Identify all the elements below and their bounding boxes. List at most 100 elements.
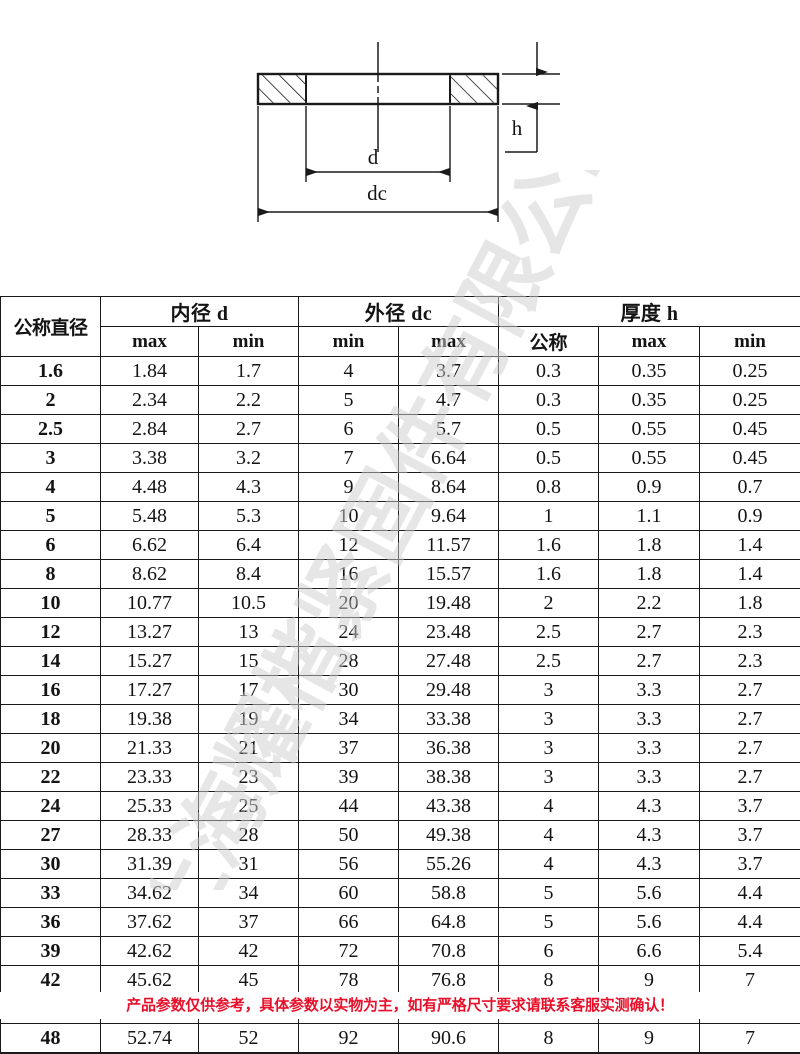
- cell-thickness-nominal: 0.8: [499, 473, 599, 502]
- cell-thickness-max: 0.35: [599, 386, 700, 415]
- cell-outer-min: 78: [299, 966, 399, 995]
- cell-nominal-diameter: 18: [1, 705, 101, 734]
- cell-thickness-min: 2.3: [700, 618, 800, 647]
- cell-outer-min: 20: [299, 589, 399, 618]
- cell-inner-min: 23: [199, 763, 299, 792]
- cell-thickness-nominal: 2.5: [499, 647, 599, 676]
- cell-outer-max: 43.38: [399, 792, 499, 821]
- cell-outer-min: 44: [299, 792, 399, 821]
- cell-nominal-diameter: 6: [1, 531, 101, 560]
- cell-outer-max: 9.64: [399, 502, 499, 531]
- cell-thickness-nominal: 4: [499, 850, 599, 879]
- cell-thickness-max: 3.3: [599, 676, 700, 705]
- cell-thickness-min: 0.45: [700, 415, 800, 444]
- cell-outer-max: 38.38: [399, 763, 499, 792]
- cell-inner-max: 19.38: [101, 705, 199, 734]
- cell-outer-max: 19.48: [399, 589, 499, 618]
- cell-nominal-diameter: 36: [1, 908, 101, 937]
- header-outer-max: max: [399, 327, 499, 357]
- cell-inner-max: 37.62: [101, 908, 199, 937]
- cell-inner-max: 17.27: [101, 676, 199, 705]
- cell-inner-max: 10.77: [101, 589, 199, 618]
- cell-outer-max: 76.8: [399, 966, 499, 995]
- cell-inner-max: 23.33: [101, 763, 199, 792]
- cell-thickness-min: 4.4: [700, 879, 800, 908]
- header-thickness-nominal: 公称: [499, 327, 599, 357]
- cell-outer-max: 3.7: [399, 357, 499, 386]
- cell-outer-min: 5: [299, 386, 399, 415]
- cell-outer-min: 34: [299, 705, 399, 734]
- cell-thickness-min: 2.7: [700, 734, 800, 763]
- header-thickness-max: max: [599, 327, 700, 357]
- cell-inner-max: 25.33: [101, 792, 199, 821]
- cell-inner-min: 28: [199, 821, 299, 850]
- cell-thickness-nominal: 3: [499, 734, 599, 763]
- cell-inner-min: 37: [199, 908, 299, 937]
- cell-nominal-diameter: 16: [1, 676, 101, 705]
- cell-inner-max: 21.33: [101, 734, 199, 763]
- cell-thickness-nominal: 8: [499, 1024, 599, 1054]
- cell-thickness-max: 9: [599, 1024, 700, 1054]
- cell-outer-max: 29.48: [399, 676, 499, 705]
- cell-outer-min: 7: [299, 444, 399, 473]
- cell-thickness-max: 3.3: [599, 763, 700, 792]
- cell-inner-min: 31: [199, 850, 299, 879]
- cell-thickness-max: 5.6: [599, 908, 700, 937]
- cell-nominal-diameter: 33: [1, 879, 101, 908]
- cell-thickness-nominal: 3: [499, 705, 599, 734]
- cell-inner-min: 10.5: [199, 589, 299, 618]
- cell-outer-max: 6.64: [399, 444, 499, 473]
- cell-thickness-nominal: 4: [499, 792, 599, 821]
- cell-thickness-min: 0.7: [700, 473, 800, 502]
- cell-thickness-max: 2.7: [599, 647, 700, 676]
- header-inner-min: min: [199, 327, 299, 357]
- cell-outer-max: 8.64: [399, 473, 499, 502]
- cell-thickness-min: 3.7: [700, 821, 800, 850]
- cell-nominal-diameter: 14: [1, 647, 101, 676]
- cell-thickness-nominal: 0.5: [499, 415, 599, 444]
- cell-nominal-diameter: 2: [1, 386, 101, 415]
- cell-outer-max: 90.6: [399, 1024, 499, 1054]
- cell-inner-min: 52: [199, 1024, 299, 1054]
- cell-nominal-diameter: 12: [1, 618, 101, 647]
- cell-thickness-min: 2.7: [700, 676, 800, 705]
- cell-inner-min: 4.3: [199, 473, 299, 502]
- cell-nominal-diameter: 30: [1, 850, 101, 879]
- header-inner-max: max: [101, 327, 199, 357]
- cell-outer-max: 70.8: [399, 937, 499, 966]
- cell-thickness-min: 0.45: [700, 444, 800, 473]
- cell-thickness-max: 1.1: [599, 502, 700, 531]
- cell-outer-min: 39: [299, 763, 399, 792]
- cell-outer-max: 5.7: [399, 415, 499, 444]
- cell-outer-max: 11.57: [399, 531, 499, 560]
- cell-outer-min: 50: [299, 821, 399, 850]
- cell-inner-min: 6.4: [199, 531, 299, 560]
- cell-nominal-diameter: 39: [1, 937, 101, 966]
- cell-nominal-diameter: 22: [1, 763, 101, 792]
- header-nominal-diameter: 公称直径: [1, 297, 101, 357]
- cell-outer-max: 15.57: [399, 560, 499, 589]
- washer-technical-drawing: d dc h: [0, 0, 800, 296]
- cell-nominal-diameter: 4: [1, 473, 101, 502]
- cell-thickness-min: 7: [700, 1024, 800, 1054]
- cell-thickness-min: 0.9: [700, 502, 800, 531]
- cell-inner-min: 13: [199, 618, 299, 647]
- cell-thickness-max: 4.3: [599, 850, 700, 879]
- cell-outer-min: 12: [299, 531, 399, 560]
- cell-thickness-max: 1.8: [599, 531, 700, 560]
- cell-outer-min: 60: [299, 879, 399, 908]
- cell-inner-max: 45.62: [101, 966, 199, 995]
